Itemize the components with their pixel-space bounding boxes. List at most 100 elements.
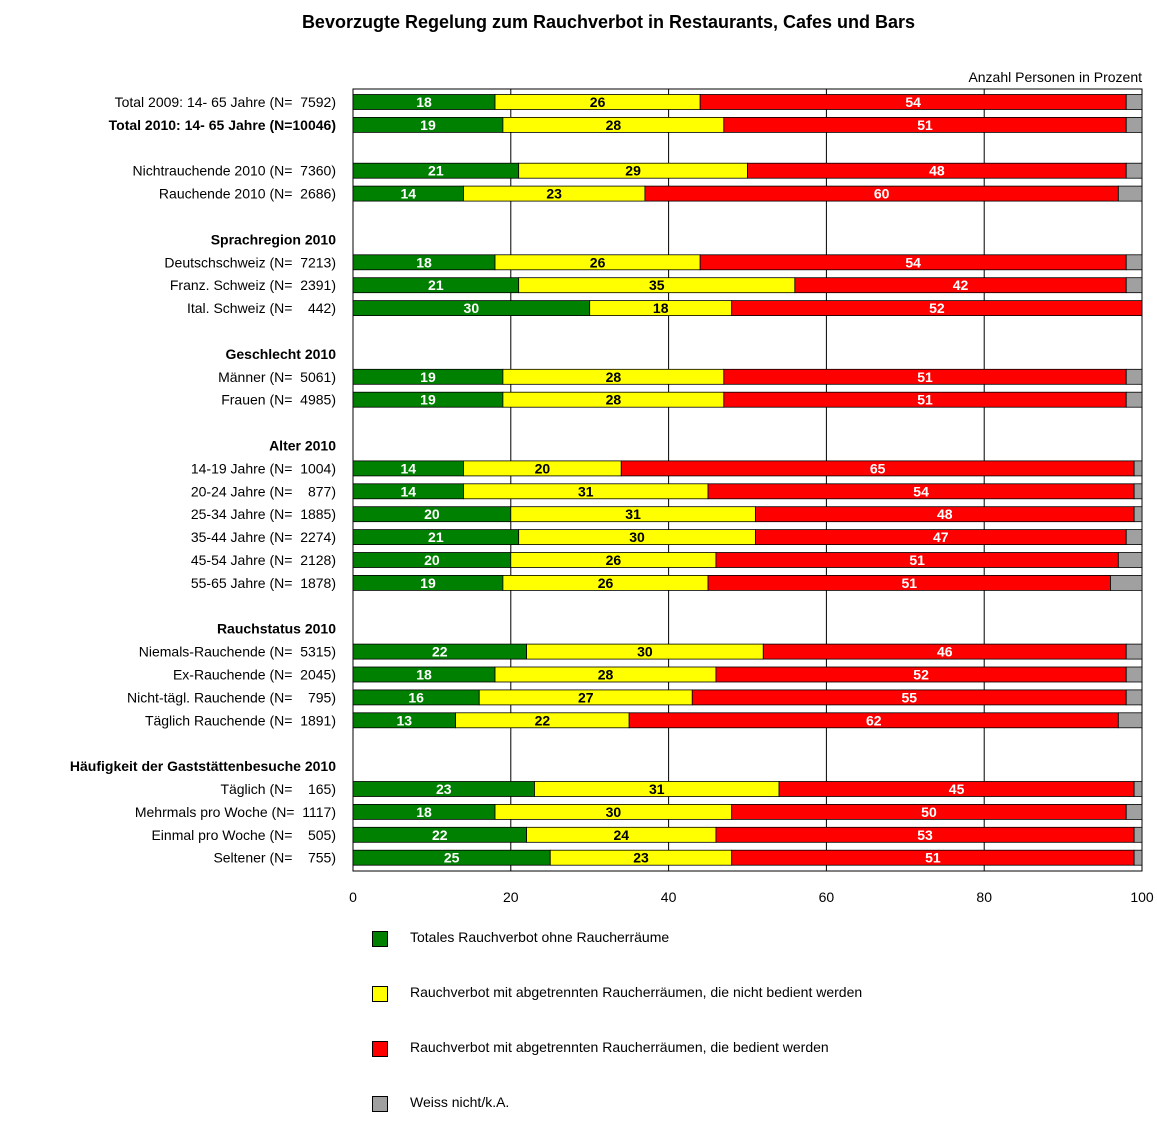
x-tick-label: 20 (503, 889, 519, 905)
row-label: Einmal pro Woche (N= 505) (151, 827, 336, 843)
bar-segment-dont-know (1125, 368, 1143, 385)
row-group-heading: Häufigkeit der Gaststättenbesuche 2010 (70, 758, 336, 774)
x-tick-label: 100 (1130, 889, 1154, 905)
row-label: Niemals-Rauchende (N= 5315) (139, 644, 336, 660)
data-label: 28 (606, 117, 622, 133)
bar-segment-dont-know (1125, 689, 1143, 706)
data-label: 19 (420, 392, 436, 408)
data-label: 23 (633, 850, 649, 866)
data-label: 48 (937, 506, 953, 522)
row-label: 35-44 Jahre (N= 2274) (191, 529, 336, 545)
row-label: Ital. Schweiz (N= 442) (187, 300, 336, 316)
bar-segment-dont-know (1133, 483, 1143, 500)
bar-segment-dont-know (1133, 826, 1143, 843)
bar-segment-dont-know (1133, 781, 1143, 797)
x-tick-label: 60 (819, 889, 835, 905)
data-label: 54 (905, 94, 921, 110)
data-label: 18 (416, 667, 432, 683)
data-label: 26 (598, 575, 614, 591)
legend-swatch-separate-rooms-served (372, 1041, 388, 1057)
legend-label-separate-rooms-unserved: Rauchverbot mit abgetrennten Raucherräum… (410, 984, 863, 1000)
legend-label-dont-know: Weiss nicht/k.A. (410, 1094, 510, 1110)
row-group-heading: Geschlecht 2010 (225, 346, 336, 362)
bar-segment-dont-know (1117, 552, 1143, 568)
data-label: 20 (424, 506, 440, 522)
bar-segment-dont-know (1125, 277, 1143, 294)
bar-segment-dont-know (1125, 666, 1143, 683)
plot-area-border (352, 88, 1143, 872)
data-label: 26 (590, 94, 606, 110)
bar-segment-dont-know (1125, 391, 1143, 408)
data-label: 42 (953, 277, 969, 293)
data-label: 21 (428, 277, 444, 293)
data-label: 53 (917, 827, 933, 843)
data-label: 30 (637, 644, 653, 660)
data-label: 54 (913, 483, 929, 499)
row-label: Total 2009: 14- 65 Jahre (N= 7592) (115, 94, 336, 110)
legend-label-separate-rooms-served: Rauchverbot mit abgetrennten Raucherräum… (410, 1039, 829, 1055)
row-label: 14-19 Jahre (N= 1004) (191, 460, 336, 476)
x-tick-label: 0 (349, 889, 357, 905)
row-label: Franz. Schweiz (N= 2391) (170, 277, 336, 293)
row-label: Nichtrauchende 2010 (N= 7360) (132, 163, 336, 179)
row-group-heading: Sprachregion 2010 (211, 231, 336, 247)
data-label: 30 (464, 300, 480, 316)
data-label: 52 (913, 667, 929, 683)
x-tick-label: 80 (976, 889, 992, 905)
data-label: 16 (408, 689, 424, 705)
bar-segment-dont-know (1125, 117, 1143, 133)
bar-segment-dont-know (1117, 712, 1143, 729)
row-label: Männer (N= 5061) (218, 369, 336, 385)
row-group-heading: Alter 2010 (269, 438, 336, 454)
row-label: Deutschschweiz (N= 7213) (164, 254, 336, 270)
data-label: 31 (625, 506, 641, 522)
stacked-bar-chart: Anzahl Personen in Prozent 0 20 40 60 80 100 To… (70, 69, 1154, 905)
data-label: 14 (400, 483, 416, 499)
bar-segment-dont-know (1133, 849, 1143, 866)
data-label: 21 (428, 529, 444, 545)
data-label: 18 (416, 254, 432, 270)
bar-segment-dont-know (1125, 529, 1143, 545)
row-group-heading: Rauchstatus 2010 (217, 621, 336, 637)
data-label: 28 (598, 667, 614, 683)
data-label: 46 (937, 644, 953, 660)
data-label: 30 (629, 529, 645, 545)
data-label: 14 (400, 460, 416, 476)
bar-segment-dont-know (1125, 254, 1143, 271)
data-label: 51 (917, 392, 933, 408)
data-label: 65 (870, 460, 886, 476)
data-label: 22 (432, 644, 448, 660)
data-label: 23 (546, 186, 562, 202)
data-label: 35 (649, 277, 665, 293)
data-label: 54 (905, 254, 921, 270)
data-label: 51 (917, 369, 933, 385)
data-label: 26 (590, 254, 606, 270)
data-label: 18 (416, 804, 432, 820)
data-label: 18 (416, 94, 432, 110)
x-tick-label: 40 (661, 889, 677, 905)
row-label: Seltener (N= 755) (213, 850, 336, 866)
data-label: 51 (917, 117, 933, 133)
legend-swatch-total-ban (372, 931, 388, 947)
data-label: 21 (428, 163, 444, 179)
data-label: 28 (606, 369, 622, 385)
data-label: 22 (432, 827, 448, 843)
data-label: 55 (901, 689, 917, 705)
data-label: 19 (420, 575, 436, 591)
data-label: 13 (396, 712, 412, 728)
bar-segment-dont-know (1125, 643, 1143, 660)
data-label: 18 (653, 300, 669, 316)
bar-segment-dont-know (1133, 506, 1143, 523)
data-label: 62 (866, 712, 882, 728)
data-label: 48 (929, 163, 945, 179)
row-label: Täglich (N= 165) (220, 781, 336, 797)
data-label: 30 (606, 804, 622, 820)
data-label: 51 (909, 552, 925, 568)
row-label: 20-24 Jahre (N= 877) (191, 483, 336, 499)
bar-segment-dont-know (1133, 460, 1143, 477)
data-label: 60 (874, 186, 890, 202)
data-label: 29 (625, 163, 641, 179)
data-label: 22 (535, 712, 551, 728)
data-label: 27 (578, 689, 594, 705)
row-label: Nicht-tägl. Rauchende (N= 795) (127, 689, 336, 705)
